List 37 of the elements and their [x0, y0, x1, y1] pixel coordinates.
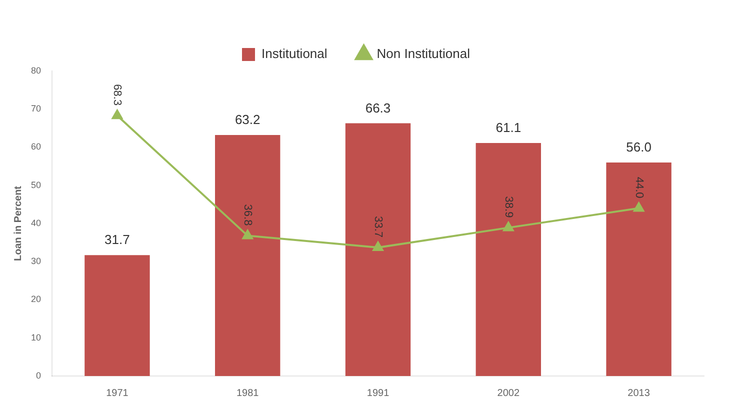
- y-tick-label: 80: [30, 65, 42, 76]
- data-label: 36.8: [242, 204, 254, 226]
- x-tick-label: 1981: [236, 388, 260, 399]
- y-tick-label: 70: [30, 104, 42, 114]
- x-tick-label: 2002: [497, 388, 520, 399]
- data-label: 31.7: [104, 232, 130, 248]
- y-axis-title: Loan in Percent: [12, 185, 24, 262]
- data-label: 56.0: [626, 140, 652, 155]
- bar: [84, 255, 150, 376]
- y-tick-label: 40: [30, 218, 42, 228]
- point: [372, 242, 384, 252]
- legend-label: Institutional: [262, 46, 328, 62]
- y-tick-label: 0: [36, 370, 42, 380]
- bar: [215, 135, 280, 376]
- point: [242, 230, 253, 240]
- point: [503, 222, 514, 232]
- x-tick-label: 2013: [628, 388, 650, 399]
- y-tick-label: 50: [30, 180, 42, 190]
- y-tick-label: 10: [30, 332, 42, 342]
- data-label: 63.2: [234, 112, 260, 128]
- x-tick-label: 1971: [106, 388, 129, 399]
- y-tick-label: 60: [30, 142, 42, 152]
- bar: [476, 143, 542, 376]
- bar: [606, 162, 672, 376]
- point: [633, 202, 644, 212]
- bar: [345, 123, 411, 376]
- data-label: 33.7: [372, 216, 384, 238]
- data-label: 66.3: [365, 100, 391, 116]
- point: [112, 110, 123, 120]
- y-tick-label: 30: [30, 256, 42, 266]
- data-label: 61.1: [496, 120, 522, 136]
- data-label: 68.3: [111, 84, 124, 106]
- legend-label: Non Institutional: [376, 46, 470, 62]
- y-tick-label: 20: [30, 294, 42, 304]
- data-label: 44.0: [632, 176, 645, 198]
- x-tick-label: 1991: [366, 388, 390, 399]
- data-label: 38.9: [502, 196, 514, 218]
